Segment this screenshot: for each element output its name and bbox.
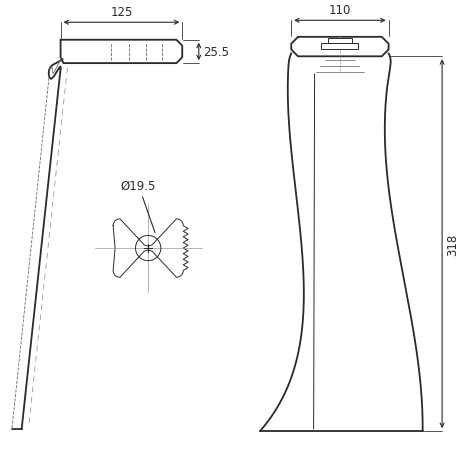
Text: 318: 318 xyxy=(445,233,458,255)
Text: 25.5: 25.5 xyxy=(202,46,228,59)
Bar xyxy=(327,39,351,44)
Text: 110: 110 xyxy=(328,4,350,18)
Bar xyxy=(321,44,357,50)
Text: Ø19.5: Ø19.5 xyxy=(120,179,156,233)
Text: 125: 125 xyxy=(110,6,132,19)
